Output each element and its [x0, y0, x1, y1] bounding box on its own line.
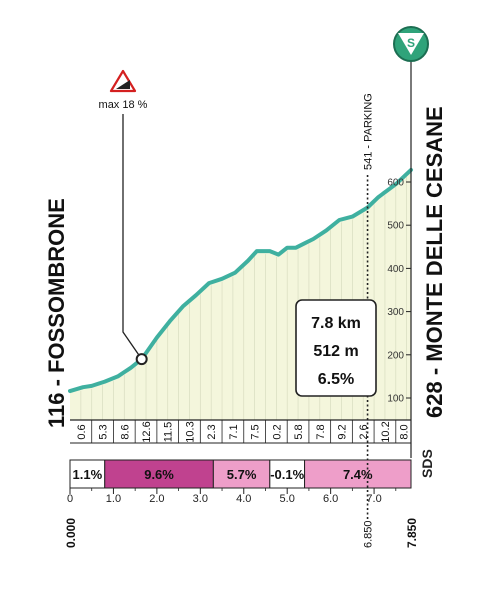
segment-gradient-row: 0.6 5.3 8.6 12.6 11.5 10.3 2.3 7.1 7.5 0.2 5.8 7.8 9… — [70, 420, 412, 444]
section-bands: 1.1% 9.6% 5.7% -0.1% 7.4% — [69, 459, 412, 489]
elevation-tick-label: 100 — [387, 394, 404, 405]
segment-gradient-label: 9.2 — [336, 424, 348, 439]
section-band — [69, 459, 106, 489]
finish-badge-triangle-icon — [398, 33, 424, 55]
segment-gradient-label: 10.3 — [184, 421, 196, 442]
elevation-tick-label: 400 — [387, 264, 404, 275]
max-gradient-marker: max 18 % — [99, 69, 148, 366]
km-tick-label: 7.0 — [366, 493, 381, 505]
finish-label: 628 - MONTE DELLE CESANE — [422, 106, 447, 418]
summary-length: 7.8 km — [311, 315, 361, 332]
segment-gradient-label: 8.6 — [119, 424, 131, 439]
max-gradient-point — [135, 353, 148, 366]
elevation-tick-label: 600 — [387, 178, 404, 189]
km-tick-label: 5.0 — [280, 493, 295, 505]
elevation-tick-label: 200 — [387, 350, 404, 361]
parking-km-label: 6.850 — [363, 520, 375, 548]
summary-box-frame — [295, 299, 377, 397]
elevation-tick-label: 500 — [387, 221, 404, 232]
segment-gradient-label: 10.2 — [380, 421, 392, 442]
segment-gradient-label: 12.6 — [141, 421, 153, 442]
finish-badge: S — [393, 26, 429, 62]
summary-avg: 6.5% — [318, 371, 354, 388]
max-gradient-label: max 18 % — [99, 99, 148, 111]
segment-gradient-label: 7.8 — [315, 424, 327, 439]
km-tick-label: 1.0 — [106, 493, 121, 505]
segment-gradient-label: 0.2 — [271, 424, 283, 439]
finish-km-label: 7.850 — [405, 518, 419, 548]
start-km-label: 0.000 — [64, 518, 78, 548]
section-band-label: 7.4% — [343, 467, 373, 482]
elevation-axis: 100 200 300 400 500 600 — [387, 178, 411, 405]
start-label: 116 - FOSSOMBRONE — [44, 198, 69, 428]
summary-gain: 512 m — [313, 343, 358, 360]
segment-gradient-label: 0.6 — [76, 424, 88, 439]
section-band — [304, 459, 412, 489]
parking-label: 541 - PARKING — [363, 93, 375, 170]
section-band-label: -0.1% — [270, 467, 304, 482]
segment-gradient-label: 5.8 — [293, 424, 305, 439]
section-band-label: 1.1% — [73, 467, 103, 482]
km-tick-label: 3.0 — [193, 493, 208, 505]
segment-gradient-label: 2.3 — [206, 424, 218, 439]
segment-gradient-label: 8.0 — [398, 424, 410, 439]
km-tick-label: 6.0 — [323, 493, 338, 505]
segment-gradient-label: 5.3 — [98, 424, 110, 439]
segment-gradient-label: 11.5 — [163, 422, 175, 443]
km-tick-label: 2.0 — [149, 493, 164, 505]
warning-slope-icon — [116, 80, 130, 89]
elevation-tick-label: 300 — [387, 307, 404, 318]
climb-summary-box: 7.8 km 512 m 6.5% — [295, 299, 377, 397]
segment-gradient-label: 7.5 — [250, 424, 262, 439]
section-band-label: 9.6% — [144, 467, 174, 482]
km-tick-label: 4.0 — [236, 493, 251, 505]
max-gradient-leader — [122, 114, 143, 360]
profile-line — [68, 167, 413, 394]
section-band-label: 5.7% — [227, 467, 257, 482]
segment-gradient-label: 2.6 — [358, 424, 370, 439]
km-axis: 0 1.0 2.0 3.0 4.0 5.0 6.0 7.0 — [67, 488, 397, 505]
sds-logo: SDS — [419, 449, 435, 478]
finish-badge-letter: S — [407, 36, 415, 50]
segment-gradient-label: 7.1 — [228, 424, 240, 439]
km-tick-label: 0 — [67, 493, 73, 505]
